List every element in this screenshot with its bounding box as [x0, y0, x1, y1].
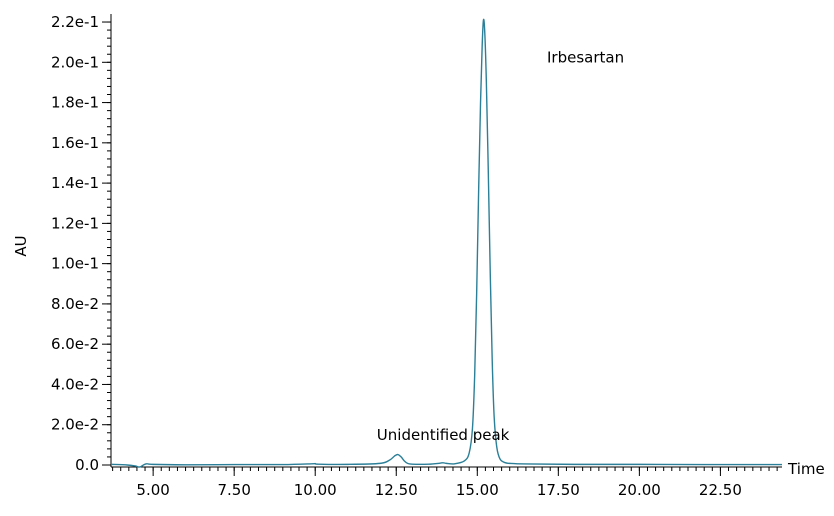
- y-tick-label: 8.0e-2: [51, 295, 99, 313]
- x-tick-label: 12.50: [375, 481, 418, 499]
- peak-annotation: Unidentified peak: [377, 426, 510, 444]
- x-ticks: 5.00 7.50 10.00 12.50 15.00 17.50 20.00 22.50: [112, 467, 778, 499]
- y-tick-label: 1.6e-1: [51, 134, 99, 152]
- y-tick-label: 1.0e-1: [51, 255, 99, 273]
- x-axis-title: Time: [787, 460, 825, 478]
- plot-lines: [110, 18, 783, 468]
- y-tick-label: 1.2e-1: [51, 214, 99, 232]
- x-tick-label: 5.00: [136, 481, 169, 499]
- y-tick-label: 2.0e-1: [51, 53, 99, 71]
- y-tick-label: 0.0: [75, 456, 99, 474]
- y-axis-title: AU: [12, 235, 30, 256]
- x-tick-label: 10.00: [294, 481, 337, 499]
- axes: [110, 14, 782, 468]
- series-line: [110, 18, 783, 468]
- y-ticks: 0.0 2.0e-2 4.0e-2 6.0e-2 8.0e-2 1.0e-1 1.2e-1 1…: [51, 13, 111, 474]
- y-tick-label: 1.4e-1: [51, 174, 99, 192]
- y-tick-label: 6.0e-2: [51, 335, 99, 353]
- y-tick-label: 4.0e-2: [51, 375, 99, 393]
- x-tick-label: 20.00: [618, 481, 661, 499]
- x-tick-label: 17.50: [537, 481, 580, 499]
- annotations: Irbesartan Unidentified peak: [377, 48, 624, 444]
- peak-annotation: Irbesartan: [547, 48, 624, 66]
- x-tick-label: 15.00: [456, 481, 499, 499]
- y-tick-label: 2.2e-1: [51, 13, 99, 31]
- y-tick-label: 1.8e-1: [51, 94, 99, 112]
- x-tick-label: 22.50: [699, 481, 742, 499]
- x-tick-label: 7.50: [217, 481, 250, 499]
- y-tick-label: 2.0e-2: [51, 416, 99, 434]
